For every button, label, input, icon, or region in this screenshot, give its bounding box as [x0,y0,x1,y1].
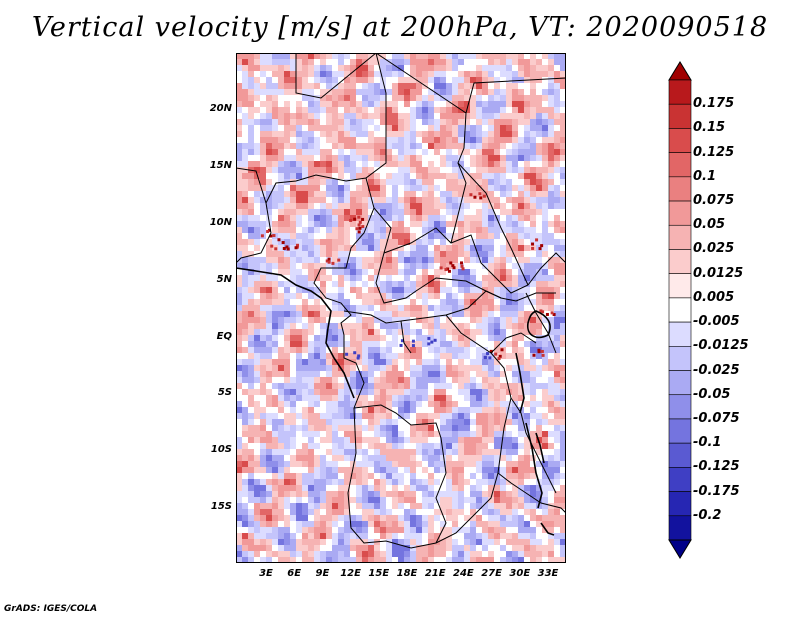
lat-tick-label: 10S [210,444,232,455]
colorbar-label: 0.05 [693,217,726,233]
lon-tick-label: 15E [368,568,390,579]
lon-tick-label: 33E [537,568,559,579]
colorbar-label: -0.025 [693,362,740,378]
lat-tick-label: 5N [216,274,232,285]
political-boundaries [236,53,566,549]
colorbar-label: -0.075 [693,410,740,426]
lat-tick-label: 15S [210,501,232,512]
lat-tick-label: 5S [217,387,232,398]
colorbar-segment [668,370,692,396]
colorbar-segment [668,152,692,178]
colorbar-segment [668,418,692,444]
velocity-field-map [236,53,566,563]
colorbar-segment [668,249,692,274]
colorbar-label: 0.005 [693,289,735,305]
colorbar-segment [668,467,692,492]
colorbar-label: -0.175 [693,483,740,499]
lon-tick-label: 30E [509,568,531,579]
lon-tick-label: 12E [340,568,361,579]
colorbar-label: -0.125 [693,459,740,475]
colorbar-label: 0.075 [693,193,735,209]
lon-tick-label: 9E [315,568,330,579]
lon-tick-label: 21E [424,568,446,579]
colorbar-segment [668,79,692,105]
colorbar-min-arrow [668,539,692,559]
colorbar-label: 0.0125 [693,265,744,281]
colorbar-segment [668,346,692,371]
colorbar-segment [668,224,692,250]
lon-tick-label: 3E [259,568,273,579]
colorbar-segment [668,200,692,226]
map-frame [236,53,566,563]
colorbar-segment [668,103,692,129]
lat-tick-label: 15N [209,160,232,171]
colorbar-label: 0.1 [693,168,717,184]
coastlines-and-lakes [236,267,555,536]
colorbar-label: 0.025 [693,241,735,257]
colorbar-segment [668,297,692,323]
lat-tick-label: EQ [216,331,232,342]
colorbar-segment [668,273,692,299]
colorbar-label: -0.0125 [693,338,749,354]
colorbar-label: 0.175 [693,96,735,112]
colorbar-label: 0.125 [693,144,735,160]
lon-tick-label: 6E [287,568,302,579]
lon-tick-label: 27E [481,568,502,579]
colorbar-max-arrow [668,61,692,81]
colorbar-segment [668,394,692,420]
lon-tick-label: 24E [453,568,474,579]
colorbar-segment [668,128,692,153]
colorbar [668,61,692,559]
colorbar-label: -0.2 [693,507,722,523]
colorbar-segment [668,321,692,347]
map-panel [236,53,566,563]
software-credit: GrADS: IGES/COLA [4,604,98,614]
colorbar-segment [668,442,692,468]
lat-tick-label: 10N [209,217,232,228]
colorbar-segment [668,515,692,541]
colorbar-label: -0.005 [693,314,740,330]
lat-tick-label: 20N [209,103,232,114]
colorbar-segment [668,176,692,202]
colorbar-label: -0.1 [693,435,722,451]
colorbar-label: 0.15 [693,120,726,136]
chart-title: Vertical velocity [m/s] at 200hPa, VT: 2… [31,12,769,43]
colorbar-label: -0.05 [693,386,731,402]
colorbar-segment [668,491,692,517]
lon-tick-label: 18E [396,568,418,579]
